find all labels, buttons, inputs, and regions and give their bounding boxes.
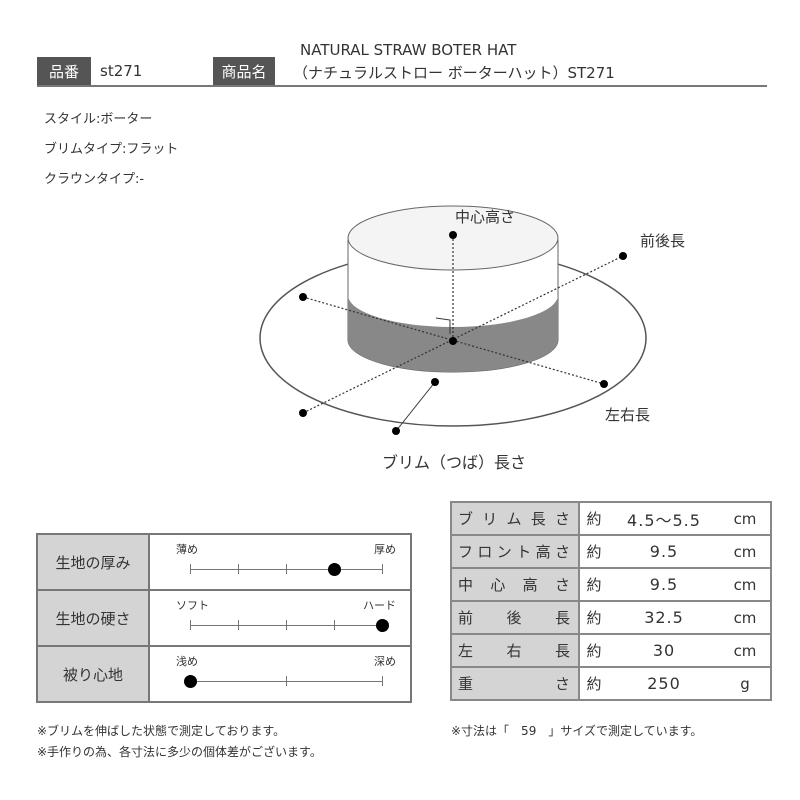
scale-marker <box>328 563 341 576</box>
feel-label: 被り心地 <box>36 645 150 703</box>
spec-crown-type: クラウンタイプ:- <box>44 172 145 187</box>
label-front-back: 前後長 <box>640 232 686 250</box>
note-brim: ※ブリムを伸ばした状態で測定しております。 <box>37 724 286 738</box>
scale-min-label: ソフト <box>176 599 209 612</box>
measurement-label: フロント高さ <box>450 534 580 569</box>
product-name-en: NATURAL STRAW BOTER HAT <box>300 41 517 59</box>
scale-marker <box>184 675 197 688</box>
scale-max-label: 厚め <box>374 543 396 556</box>
scale-tick <box>382 564 383 574</box>
approx: 約 <box>578 534 608 569</box>
spec-style: スタイル:ボーター <box>44 112 153 127</box>
measurement-value: 9.5 <box>608 567 720 602</box>
scale-tick <box>238 620 239 630</box>
scale-tick <box>190 564 191 574</box>
scale-min-label: 薄め <box>176 543 198 556</box>
feel-table: 生地の厚み 薄め 厚め 生地の硬さ ソフト ハード 被り心地 浅め 深め <box>36 533 412 703</box>
measurement-row: 前後長 約 32.5 cm <box>450 600 772 635</box>
hat-diagram <box>259 205 647 435</box>
measurement-label: ブリム長さ <box>450 501 580 536</box>
approx: 約 <box>578 567 608 602</box>
scale-tick <box>238 564 239 574</box>
measurement-label: 左右長 <box>450 633 580 668</box>
scale-min-label: 浅め <box>176 655 198 668</box>
measurement-label: 重さ <box>450 666 580 701</box>
measurement-label: 前後長 <box>450 600 580 635</box>
feel-label: 生地の硬さ <box>36 589 150 647</box>
label-center-height: 中心高さ <box>455 208 516 226</box>
measurement-unit: cm <box>720 633 772 668</box>
approx: 約 <box>578 501 608 536</box>
scale-tick <box>382 676 383 686</box>
approx: 約 <box>578 600 608 635</box>
scale-tick <box>286 620 287 630</box>
feel-label: 生地の厚み <box>36 533 150 591</box>
item-no-label: 品番 <box>37 57 91 85</box>
product-name-label: 商品名 <box>213 57 275 85</box>
measurement-row: 重さ 約 250 g <box>450 666 772 701</box>
measurement-unit: g <box>720 666 772 701</box>
scale-max-label: 深め <box>374 655 396 668</box>
measurement-unit: cm <box>720 600 772 635</box>
measurement-value: 32.5 <box>608 600 720 635</box>
note-handmade: ※手作りの為、各寸法に多少の個体差がございます。 <box>37 745 322 759</box>
product-name-jp: （ナチュラルストロー ボーターハット）ST271 <box>293 64 615 82</box>
scale-max-label: ハード <box>363 599 396 612</box>
approx: 約 <box>578 666 608 701</box>
scale-tick <box>286 564 287 574</box>
label-left-right: 左右長 <box>605 406 651 424</box>
measurement-value: 250 <box>608 666 720 701</box>
header-divider <box>37 85 767 87</box>
hat-band <box>348 295 558 372</box>
measurement-table: ブリム長さ 約 4.5～5.5 cm フロント高さ 約 9.5 cm 中心高さ 約 … <box>450 501 772 701</box>
label-brim-length: ブリム（つば）長さ <box>382 453 527 472</box>
feel-row: 生地の硬さ ソフト ハード <box>36 589 412 647</box>
spec-brim-type: ブリムタイプ:フラット <box>44 142 179 157</box>
measurement-row: 中心高さ 約 9.5 cm <box>450 567 772 602</box>
measurement-unit: cm <box>720 501 772 536</box>
scale-tick <box>286 676 287 686</box>
scale-tick <box>334 620 335 630</box>
feel-row: 被り心地 浅め 深め <box>36 645 412 703</box>
scale-tick <box>190 620 191 630</box>
measurement-value: 9.5 <box>608 534 720 569</box>
measurement-value: 4.5～5.5 <box>608 501 720 536</box>
measurement-value: 30 <box>608 633 720 668</box>
approx: 約 <box>578 633 608 668</box>
item-no: st271 <box>100 62 143 80</box>
measurement-label: 中心高さ <box>450 567 580 602</box>
measurement-row: 左右長 約 30 cm <box>450 633 772 668</box>
measurement-unit: cm <box>720 567 772 602</box>
measurement-unit: cm <box>720 534 772 569</box>
note-size: ※寸法は「 59 」サイズで測定しています。 <box>451 724 703 738</box>
scale-marker <box>376 619 389 632</box>
measurement-row: フロント高さ 約 9.5 cm <box>450 534 772 569</box>
measurement-row: ブリム長さ 約 4.5～5.5 cm <box>450 501 772 536</box>
feel-row: 生地の厚み 薄め 厚め <box>36 533 412 591</box>
